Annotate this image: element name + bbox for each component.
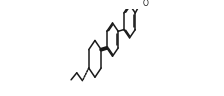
Text: O: O — [143, 0, 149, 8]
